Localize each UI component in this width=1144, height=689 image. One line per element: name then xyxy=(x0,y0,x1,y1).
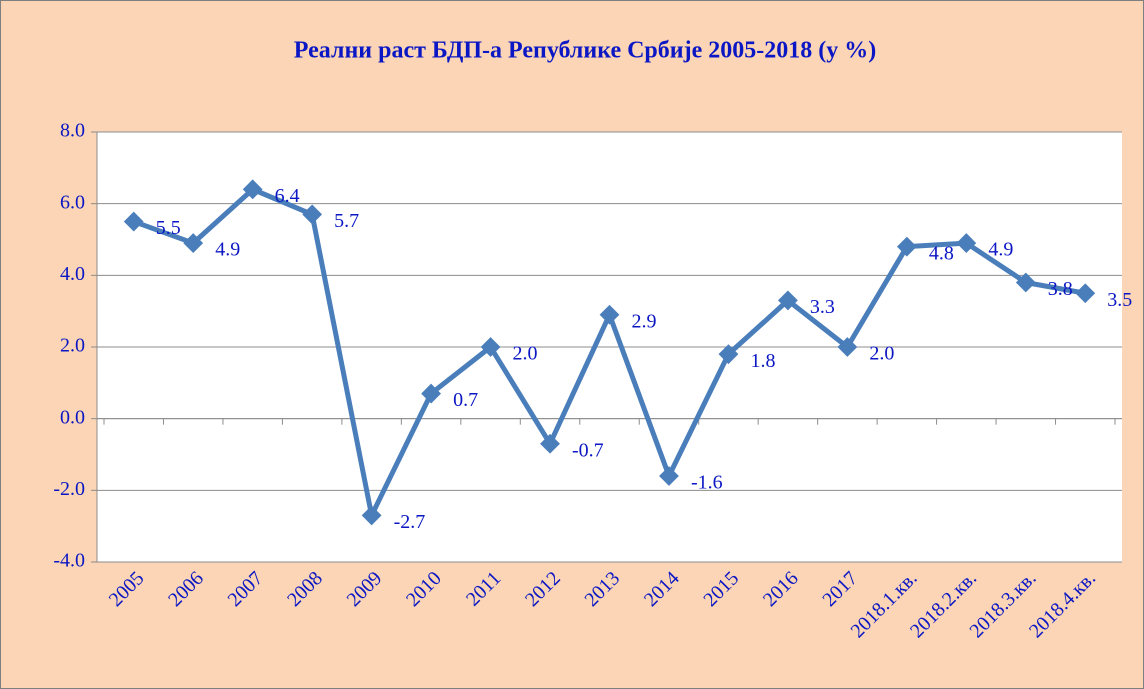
data-point xyxy=(302,204,323,225)
data-point xyxy=(1075,283,1096,304)
data-label: -0.7 xyxy=(572,439,604,461)
data-point xyxy=(540,433,560,454)
data-point xyxy=(361,505,382,526)
data-point xyxy=(421,383,441,404)
data-label: 3.8 xyxy=(1048,278,1073,300)
data-label: 4.8 xyxy=(929,242,954,264)
data-label: -2.7 xyxy=(394,511,426,533)
data-point xyxy=(659,466,679,486)
data-label: 5.5 xyxy=(156,217,181,239)
data-label: 2.9 xyxy=(632,310,657,332)
data-point xyxy=(183,233,204,253)
data-point xyxy=(837,337,858,357)
chart-title: Реални раст БДП-а Републике Србије 2005-… xyxy=(294,38,876,64)
data-label: 3.3 xyxy=(810,296,835,318)
data-label: 4.9 xyxy=(215,239,240,261)
data-label: 0.7 xyxy=(453,389,478,411)
data-label: 6.4 xyxy=(275,185,300,207)
data-label: -1.6 xyxy=(691,472,723,494)
y-tick-label: 6.0 xyxy=(60,191,85,213)
data-label: 3.5 xyxy=(1107,289,1132,311)
data-label: 2.0 xyxy=(869,343,894,365)
y-tick-label: 8.0 xyxy=(60,120,85,142)
data-point xyxy=(242,179,263,200)
data-label: 2.0 xyxy=(513,343,538,365)
data-point xyxy=(599,304,620,325)
y-tick-label: -2.0 xyxy=(53,478,85,500)
data-label: 1.8 xyxy=(750,350,775,372)
data-point xyxy=(718,344,739,365)
data-point xyxy=(480,337,501,357)
data-point xyxy=(778,290,798,311)
y-tick-label: -4.0 xyxy=(53,550,85,572)
y-tick-label: 4.0 xyxy=(60,263,85,285)
y-tick-label: 0.0 xyxy=(60,406,85,428)
data-label: 5.7 xyxy=(334,210,359,232)
data-label: 4.9 xyxy=(988,239,1013,261)
y-tick-label: 2.0 xyxy=(60,335,85,357)
